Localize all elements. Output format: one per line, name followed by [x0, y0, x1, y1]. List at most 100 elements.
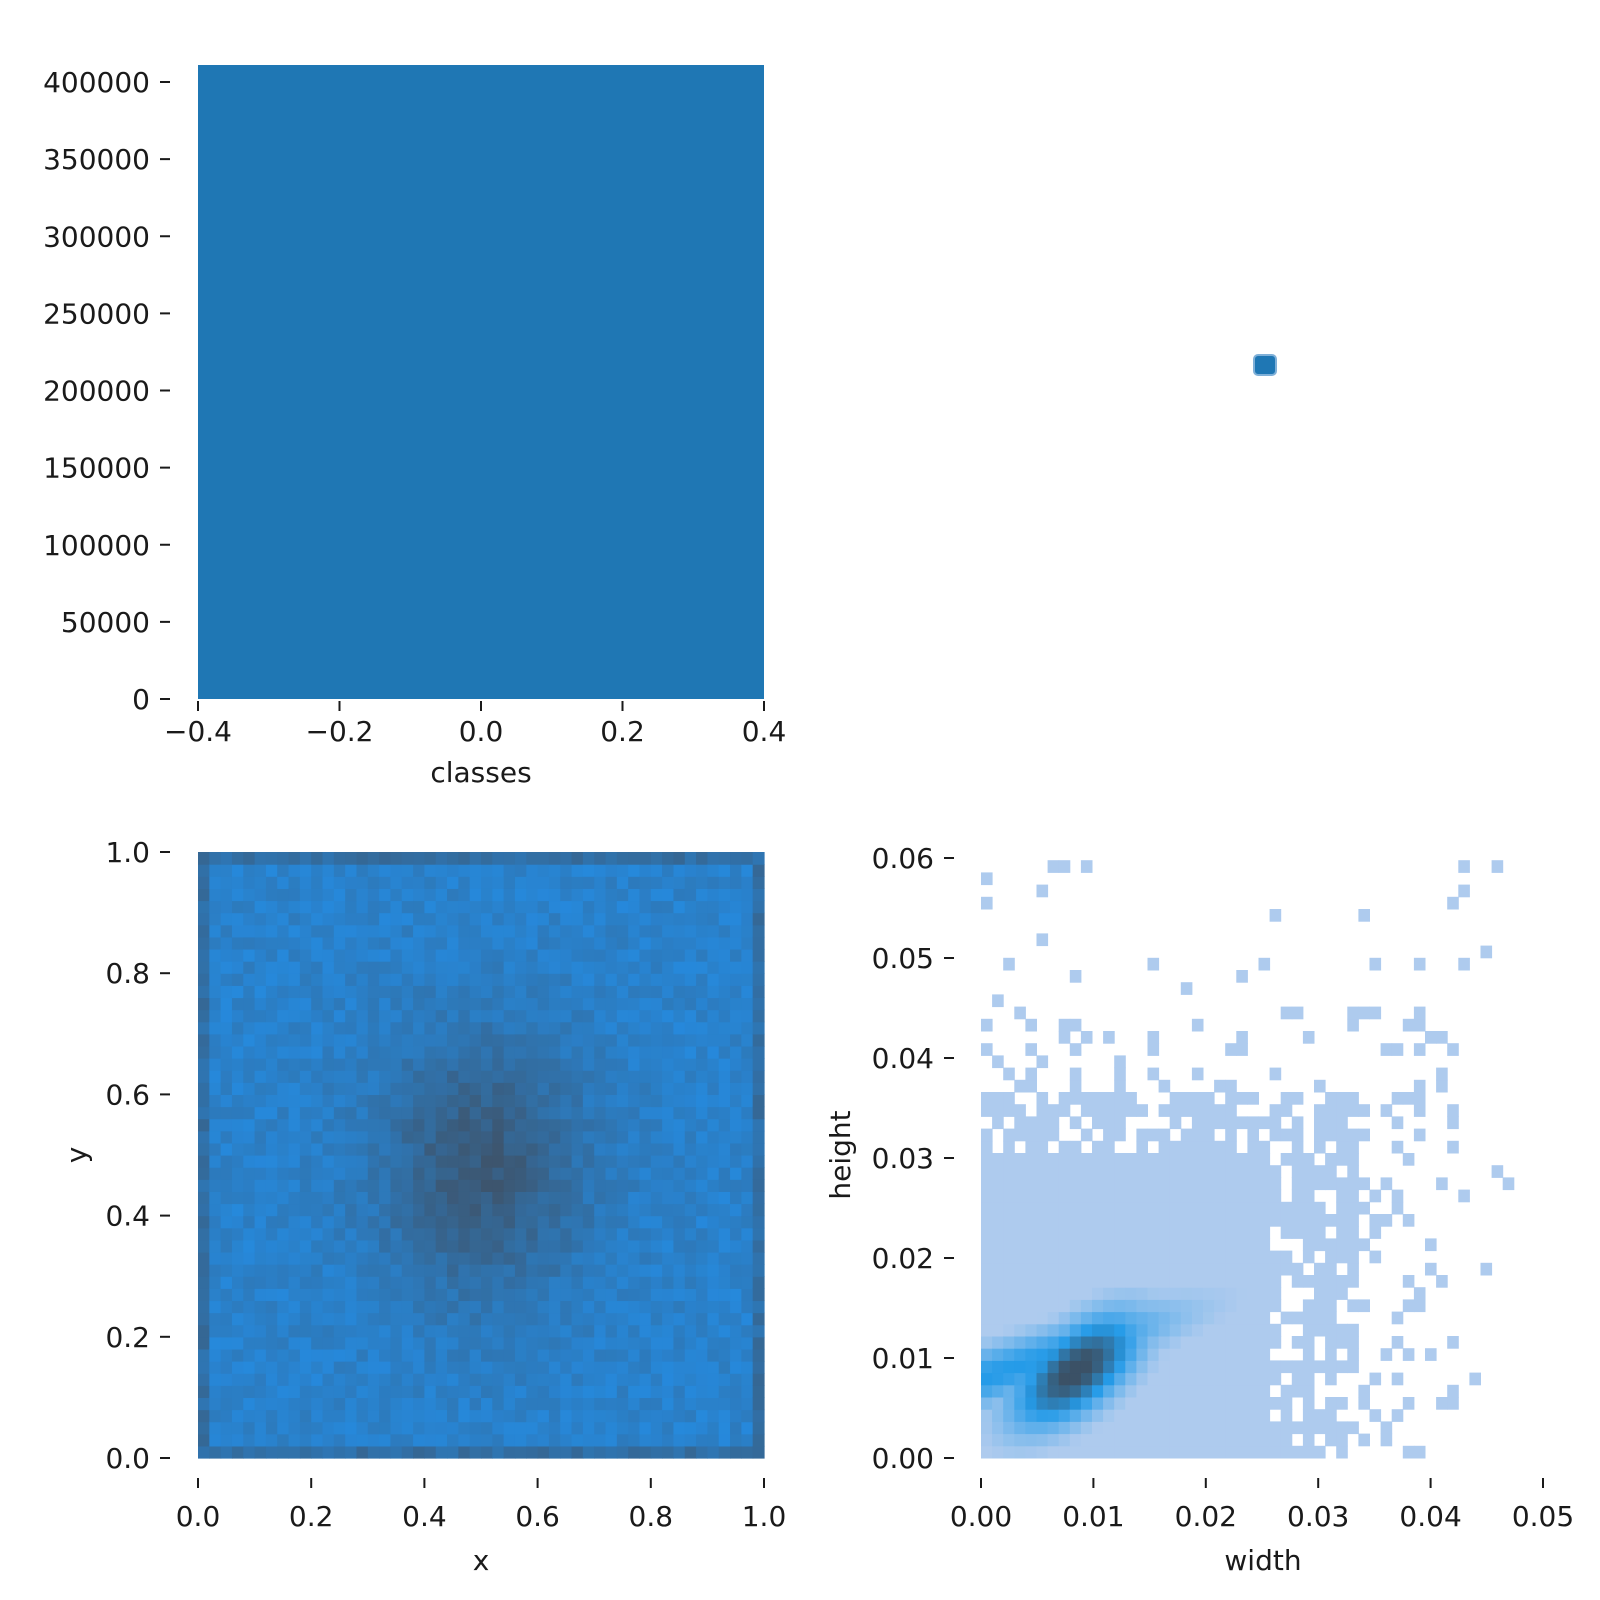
y-tick-label: 0.8 — [105, 957, 150, 990]
heatmap-cell — [741, 1215, 754, 1229]
heatmap-cell — [707, 1409, 720, 1423]
heatmap-cell — [526, 1130, 539, 1144]
heatmap-cell — [673, 1094, 686, 1108]
heatmap-cell — [1003, 1165, 1015, 1178]
heatmap-cell — [752, 888, 765, 902]
heatmap-cell — [582, 900, 595, 914]
heatmap-cell — [299, 1312, 312, 1326]
heatmap-cell — [1247, 1421, 1259, 1435]
heatmap-cell — [345, 985, 358, 999]
heatmap-cell — [548, 1082, 561, 1095]
heatmap-cell — [265, 1227, 278, 1241]
heatmap-cell — [1169, 1250, 1182, 1264]
heatmap-cell — [752, 948, 765, 962]
heatmap-cell — [1080, 1336, 1093, 1349]
heatmap-cell — [379, 900, 392, 914]
heatmap-cell — [333, 1288, 346, 1302]
heatmap-cell — [1014, 1372, 1026, 1386]
heatmap-cell — [299, 1142, 312, 1156]
heatmap-cell — [220, 1239, 233, 1253]
heatmap-cell — [1069, 1372, 1082, 1386]
heatmap-cell — [594, 1421, 607, 1435]
heatmap-cell — [662, 1361, 675, 1374]
heatmap-cell — [537, 973, 550, 986]
heatmap-cell — [277, 1070, 290, 1083]
heatmap-cell — [1325, 1287, 1337, 1300]
heatmap-cell — [560, 1033, 573, 1047]
heatmap-cell — [707, 985, 720, 999]
heatmap-cell — [333, 1324, 346, 1338]
heatmap-cell — [1147, 1433, 1160, 1447]
heatmap-cell — [299, 1203, 312, 1217]
heatmap-cell — [1180, 1238, 1193, 1252]
heatmap-cell — [650, 936, 663, 950]
heatmap-cell — [413, 1167, 425, 1180]
heatmap-cell — [254, 1058, 267, 1071]
heatmap-cell — [605, 1155, 618, 1168]
heatmap-cell — [1169, 1092, 1182, 1105]
heatmap-cell — [594, 1191, 607, 1205]
heatmap-cell — [537, 1312, 550, 1326]
heatmap-cell — [752, 1276, 765, 1289]
heatmap-cell — [1447, 1116, 1459, 1130]
heatmap-cell — [1125, 1104, 1137, 1117]
heatmap-cell — [1003, 1433, 1015, 1447]
heatmap-cell — [582, 1130, 595, 1144]
heatmap-cell — [1025, 1433, 1037, 1447]
heatmap-cell — [503, 1033, 516, 1047]
heatmap-cell — [1325, 1433, 1337, 1447]
heatmap-cell — [277, 888, 290, 902]
heatmap-cell — [231, 1324, 244, 1338]
heatmap-cell — [1258, 1226, 1271, 1239]
heatmap-cell — [1236, 1360, 1248, 1374]
heatmap-cell — [333, 1142, 346, 1156]
heatmap-cell — [1436, 1397, 1448, 1410]
heatmap-cell — [571, 888, 584, 902]
heatmap-cell — [696, 961, 708, 974]
heatmap-cell — [254, 864, 267, 877]
heatmap-cell — [447, 900, 459, 914]
heatmap-cell — [299, 1409, 312, 1423]
heatmap-cell — [322, 1130, 335, 1144]
heatmap-cell — [548, 1251, 561, 1265]
heatmap-cell — [209, 1251, 222, 1265]
heatmap-cell — [243, 1155, 256, 1168]
heatmap-cell — [481, 1130, 493, 1144]
heatmap-cell — [1291, 1421, 1304, 1435]
heatmap-cell — [265, 1191, 278, 1205]
heatmap-cell — [243, 1179, 256, 1192]
heatmap-cell — [435, 900, 448, 914]
heatmap-cell — [1358, 1384, 1370, 1398]
heatmap-cell — [1058, 1104, 1071, 1117]
heatmap-cell — [1347, 1250, 1359, 1264]
heatmap-cell — [1369, 1226, 1382, 1239]
heatmap-cell — [288, 888, 301, 902]
heatmap-cell — [548, 912, 561, 926]
heatmap-cell — [1203, 1372, 1215, 1386]
heatmap-cell — [730, 1421, 742, 1435]
xy-heatmap-panel: 0.00.20.40.60.81.0 0.0 0.2 0.4 0.6 0.8 1.0 x … — [60, 836, 786, 1577]
heatmap-cell — [345, 1058, 358, 1071]
heatmap-cell — [571, 1445, 584, 1459]
heatmap-cell — [1469, 1372, 1481, 1386]
heatmap-cell — [469, 1433, 482, 1447]
heatmap-cell — [1158, 1238, 1171, 1252]
heatmap-cell — [288, 1300, 301, 1314]
heatmap-cell — [707, 1155, 720, 1168]
heatmap-cell — [1336, 1421, 1348, 1435]
heatmap-cell — [288, 864, 301, 877]
heatmap-cell — [1258, 1275, 1271, 1288]
heatmap-cell — [992, 1275, 1004, 1288]
heatmap-cell — [616, 1276, 629, 1289]
heatmap-cell — [458, 1167, 471, 1180]
heatmap-cell — [594, 852, 607, 865]
heatmap-cell — [752, 1070, 765, 1083]
heatmap-cell — [1058, 1372, 1071, 1386]
heatmap-cell — [1225, 1275, 1237, 1288]
heatmap-cell — [1047, 1189, 1060, 1203]
heatmap-cell — [299, 1130, 312, 1144]
heatmap-cell — [356, 1239, 369, 1253]
heatmap-cell — [1169, 1409, 1182, 1422]
heatmap-cell — [548, 1264, 561, 1277]
heatmap-cell — [628, 1264, 641, 1277]
